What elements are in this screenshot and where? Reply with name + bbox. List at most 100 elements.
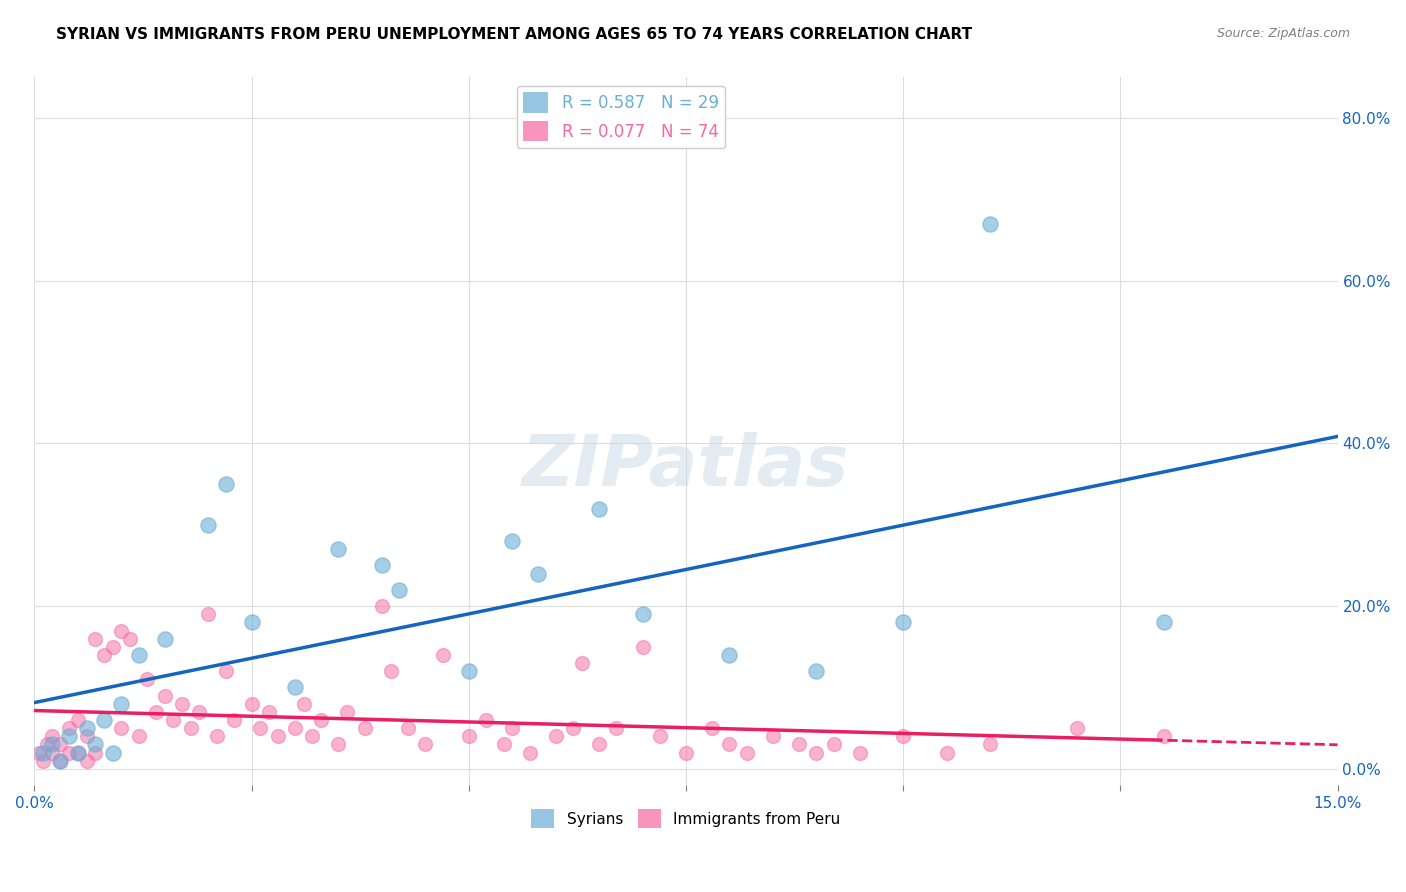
Point <box>58 729 80 743</box>
Text: SYRIAN VS IMMIGRANTS FROM PERU UNEMPLOYMENT AMONG AGES 65 TO 74 YEARS CORRELATIO: SYRIAN VS IMMIGRANTS FROM PERU UNEMPLOYM… <box>56 27 973 42</box>
Point <box>787 738 810 752</box>
Point <box>28 746 51 760</box>
Point <box>58 746 80 760</box>
Point <box>735 746 758 760</box>
Point <box>66 746 89 760</box>
Point <box>631 607 654 622</box>
Point <box>240 615 263 630</box>
Point <box>501 721 523 735</box>
Point <box>519 746 541 760</box>
Point <box>162 713 184 727</box>
Point <box>32 746 55 760</box>
Point <box>1153 729 1175 743</box>
Point <box>76 754 98 768</box>
Point <box>675 746 697 760</box>
Point <box>110 721 132 735</box>
Point <box>76 729 98 743</box>
Point <box>292 697 315 711</box>
Point <box>588 501 610 516</box>
Point <box>806 746 828 760</box>
Point <box>353 721 375 735</box>
Point <box>328 738 350 752</box>
Point <box>214 477 236 491</box>
Point <box>891 615 914 630</box>
Point <box>631 640 654 654</box>
Point <box>172 697 194 711</box>
Point <box>32 754 55 768</box>
Point <box>979 217 1001 231</box>
Point <box>93 713 115 727</box>
Point <box>380 664 402 678</box>
Point <box>432 648 454 662</box>
Point <box>388 582 411 597</box>
Point <box>935 746 957 760</box>
Point <box>562 721 585 735</box>
Point <box>371 558 394 573</box>
Point <box>41 729 63 743</box>
Point <box>492 738 515 752</box>
Point <box>284 721 307 735</box>
Point <box>475 713 498 727</box>
Point <box>205 729 228 743</box>
Point <box>214 664 236 678</box>
Point <box>718 738 741 752</box>
Point <box>762 729 785 743</box>
Point <box>153 689 176 703</box>
Point <box>501 534 523 549</box>
Point <box>66 713 89 727</box>
Point <box>309 713 332 727</box>
Point <box>457 729 479 743</box>
Point <box>49 754 72 768</box>
Point <box>110 697 132 711</box>
Point <box>76 721 98 735</box>
Point <box>266 729 288 743</box>
Point <box>648 729 671 743</box>
Point <box>1066 721 1088 735</box>
Point <box>371 599 394 614</box>
Point <box>118 632 141 646</box>
Point <box>571 656 593 670</box>
Point <box>457 664 479 678</box>
Point <box>891 729 914 743</box>
Point <box>145 705 167 719</box>
Point <box>301 729 323 743</box>
Point <box>284 681 307 695</box>
Point <box>188 705 211 719</box>
Point <box>328 542 350 557</box>
Point <box>84 632 107 646</box>
Point <box>41 746 63 760</box>
Point <box>37 738 59 752</box>
Point <box>257 705 280 719</box>
Point <box>66 746 89 760</box>
Point <box>84 746 107 760</box>
Point <box>849 746 872 760</box>
Point <box>527 566 550 581</box>
Point <box>49 754 72 768</box>
Point <box>58 721 80 735</box>
Point <box>153 632 176 646</box>
Point <box>224 713 246 727</box>
Point <box>396 721 419 735</box>
Point <box>806 664 828 678</box>
Point <box>588 738 610 752</box>
Point <box>110 624 132 638</box>
Point <box>101 640 124 654</box>
Point <box>1153 615 1175 630</box>
Point <box>605 721 627 735</box>
Point <box>336 705 359 719</box>
Point <box>180 721 202 735</box>
Text: ZIPatlas: ZIPatlas <box>522 432 849 501</box>
Point <box>544 729 567 743</box>
Point <box>249 721 271 735</box>
Point <box>128 648 150 662</box>
Point <box>136 673 159 687</box>
Point <box>415 738 437 752</box>
Point <box>49 738 72 752</box>
Point <box>93 648 115 662</box>
Point <box>700 721 723 735</box>
Point <box>197 517 219 532</box>
Point <box>128 729 150 743</box>
Point <box>823 738 845 752</box>
Point <box>979 738 1001 752</box>
Text: Source: ZipAtlas.com: Source: ZipAtlas.com <box>1216 27 1350 40</box>
